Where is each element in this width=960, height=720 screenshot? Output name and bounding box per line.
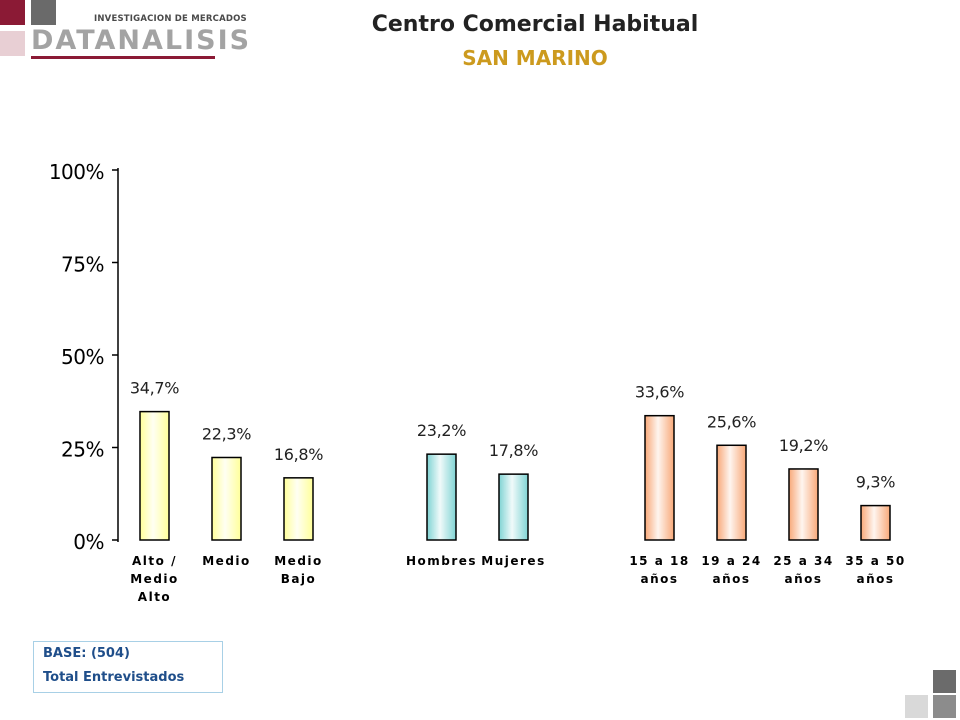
bar (211, 456, 242, 541)
bar-value-label: 22,3% (202, 424, 251, 443)
category-label: años (640, 572, 678, 586)
bar-value-label: 33,6% (635, 383, 684, 402)
bar (426, 453, 457, 541)
logo-square-light (0, 31, 25, 56)
base-count: BASE: (504) (43, 646, 130, 661)
bar-value-label: 25,6% (707, 412, 756, 431)
bar (716, 444, 747, 541)
category-label: Medio (130, 572, 179, 586)
logo-tagline: INVESTIGACION DE MERCADOS (94, 14, 247, 24)
chart-subtitle: SAN MARINO (462, 46, 608, 70)
logo-underline (31, 56, 215, 59)
y-tick-label: 100% (49, 160, 104, 184)
y-tick-label: 75% (61, 253, 104, 277)
bar-value-label: 19,2% (779, 436, 828, 455)
logo-square-dark (31, 0, 56, 25)
corner-square-right (933, 695, 956, 718)
base-description: Total Entrevistados (43, 670, 185, 685)
bar (788, 468, 819, 541)
category-label: Hombres (406, 554, 477, 568)
bar-value-label: 16,8% (274, 445, 323, 464)
bar (860, 504, 891, 541)
y-tick-label: 0% (73, 530, 104, 554)
bar-value-label: 9,3% (856, 473, 896, 492)
corner-square-top (933, 670, 956, 693)
category-label: Alto / (132, 554, 177, 568)
y-tick-label: 25% (61, 438, 104, 462)
category-label: años (712, 572, 750, 586)
bar (498, 473, 529, 541)
chart-title: Centro Comercial Habitual (371, 12, 699, 37)
bar (283, 477, 314, 541)
category-label: Mujeres (481, 554, 545, 568)
bar-value-label: 23,2% (417, 421, 466, 440)
y-tick-label: 50% (61, 345, 104, 369)
category-label: Medio (202, 554, 251, 568)
corner-square-left (905, 695, 928, 718)
category-label: 35 a 50 (845, 554, 905, 568)
bar-value-label: 17,8% (489, 441, 538, 460)
logo-square-maroon (0, 0, 25, 25)
datanalisis-logo: INVESTIGACION DE MERCADOS DATANALISIS (0, 0, 249, 62)
category-label: 25 a 34 (773, 554, 833, 568)
category-label: Alto (138, 590, 171, 604)
bar-value-label: 34,7% (130, 379, 179, 398)
category-label: años (784, 572, 822, 586)
category-label: Medio (274, 554, 323, 568)
bar (644, 414, 675, 541)
logo-brand-name: DATANALISIS (31, 25, 252, 56)
category-label: Bajo (281, 572, 317, 586)
bar (139, 410, 170, 541)
base-info-box: BASE: (504) Total Entrevistados (33, 641, 223, 693)
category-label: 15 a 18 (629, 554, 689, 568)
category-label: años (856, 572, 894, 586)
category-label: 19 a 24 (701, 554, 761, 568)
